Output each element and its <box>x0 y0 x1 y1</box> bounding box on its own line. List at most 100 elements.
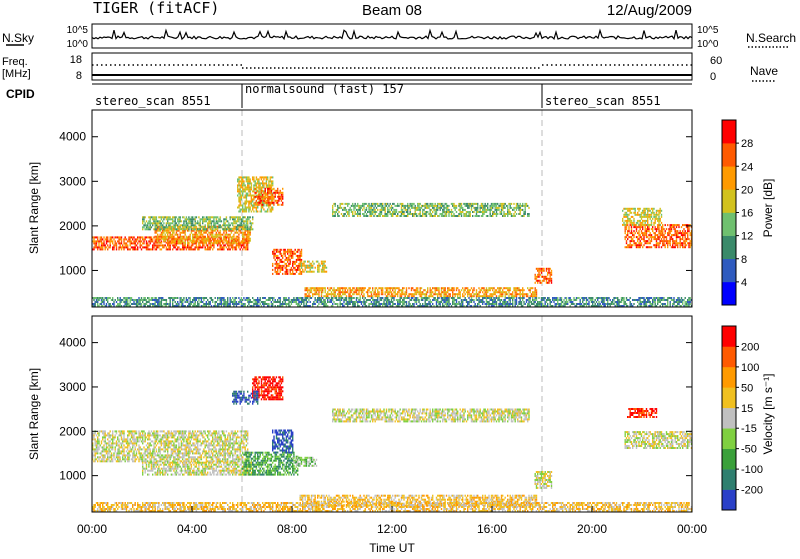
echo-cell <box>243 240 244 242</box>
echo-cell <box>676 232 677 234</box>
echo-cell <box>333 211 334 213</box>
echo-cell <box>657 238 658 240</box>
echo-cell <box>478 287 479 289</box>
echo-cell <box>362 301 363 303</box>
echo-cell <box>235 226 236 228</box>
echo-cell <box>631 238 632 240</box>
echo-cell <box>216 232 217 234</box>
echo-cell <box>480 207 481 209</box>
echo-cell <box>437 295 438 297</box>
echo-cell <box>93 303 94 305</box>
echo-cell <box>298 257 299 259</box>
echo-cell <box>663 242 664 244</box>
echo-cell <box>491 207 492 209</box>
echo-cell <box>257 303 258 305</box>
echo-cell <box>406 205 407 207</box>
echo-cell <box>173 297 174 299</box>
echo-cell <box>325 299 326 301</box>
echo-cell <box>678 224 679 226</box>
echo-cell <box>472 291 473 293</box>
echo-cell <box>542 270 543 272</box>
echo-cell <box>651 228 652 230</box>
echo-cell <box>261 209 262 211</box>
echo-cell <box>670 236 671 238</box>
echo-cell <box>182 230 183 232</box>
echo-cell <box>186 226 187 228</box>
echo-cell <box>687 242 688 244</box>
echo-cell <box>247 226 248 228</box>
echo-cell <box>267 205 268 207</box>
echo-cell <box>157 220 158 222</box>
echo-cell <box>648 238 649 240</box>
echo-cell <box>670 244 671 246</box>
echo-cell <box>640 220 641 222</box>
echo-cell <box>396 299 397 301</box>
echo-cell <box>441 215 442 217</box>
echo-cell <box>387 303 388 305</box>
echo-cell <box>198 216 199 218</box>
echo-cell <box>242 178 243 180</box>
echo-cell <box>656 234 657 236</box>
echo-cell <box>192 301 193 303</box>
echo-cell <box>391 287 392 289</box>
echo-cell <box>315 297 316 299</box>
echo-cell <box>268 297 269 299</box>
echo-cell <box>118 238 119 240</box>
echo-cell <box>220 226 221 228</box>
echo-cell <box>125 238 126 240</box>
echo-cell <box>238 303 239 305</box>
echo-cell <box>330 289 331 291</box>
echo-cell <box>168 242 169 244</box>
echo-cell <box>317 271 318 273</box>
echo-cell <box>677 234 678 236</box>
echo-cell <box>473 289 474 291</box>
echo-cell <box>132 242 133 244</box>
echo-cell <box>95 244 96 246</box>
echo-cell <box>351 299 352 301</box>
echo-cell <box>225 303 226 305</box>
echo-cell <box>130 238 131 240</box>
echo-cell <box>441 213 442 215</box>
echo-cell <box>437 287 438 289</box>
echo-cell <box>126 301 127 303</box>
echo-cell <box>357 297 358 299</box>
echo-cell <box>466 203 467 205</box>
echo-cell <box>168 303 169 305</box>
echo-cell <box>371 295 372 297</box>
echo-cell <box>113 248 114 250</box>
echo-cell <box>646 242 647 244</box>
echo-cell <box>622 210 623 212</box>
echo-cell <box>222 224 223 226</box>
echo-cell <box>256 188 257 190</box>
echo-cell <box>250 240 251 242</box>
echo-cell <box>381 207 382 209</box>
echo-cell <box>265 211 266 213</box>
echo-cell <box>175 218 176 220</box>
echo-cell <box>630 244 631 246</box>
echo-cell <box>277 269 278 271</box>
echo-cell <box>221 299 222 301</box>
echo-cell <box>402 209 403 211</box>
echo-cell <box>240 203 241 205</box>
echo-cell <box>470 289 471 291</box>
echo-cell <box>505 295 506 297</box>
echo-cell <box>387 295 388 297</box>
echo-cell <box>681 242 682 244</box>
echo-cell <box>242 240 243 242</box>
echo-cell <box>518 293 519 295</box>
echo-cell <box>210 301 211 303</box>
echo-cell <box>283 249 284 251</box>
echo-cell <box>236 240 237 242</box>
echo-cell <box>651 224 652 226</box>
echo-cell <box>342 287 343 289</box>
echo-cell <box>241 218 242 220</box>
echo-cell <box>235 232 236 234</box>
echo-cell <box>343 209 344 211</box>
echo-cell <box>273 198 274 200</box>
echo-cell <box>401 209 402 211</box>
echo-cell <box>237 232 238 234</box>
echo-cell <box>257 207 258 209</box>
echo-cell <box>190 303 191 305</box>
echo-cell <box>230 242 231 244</box>
